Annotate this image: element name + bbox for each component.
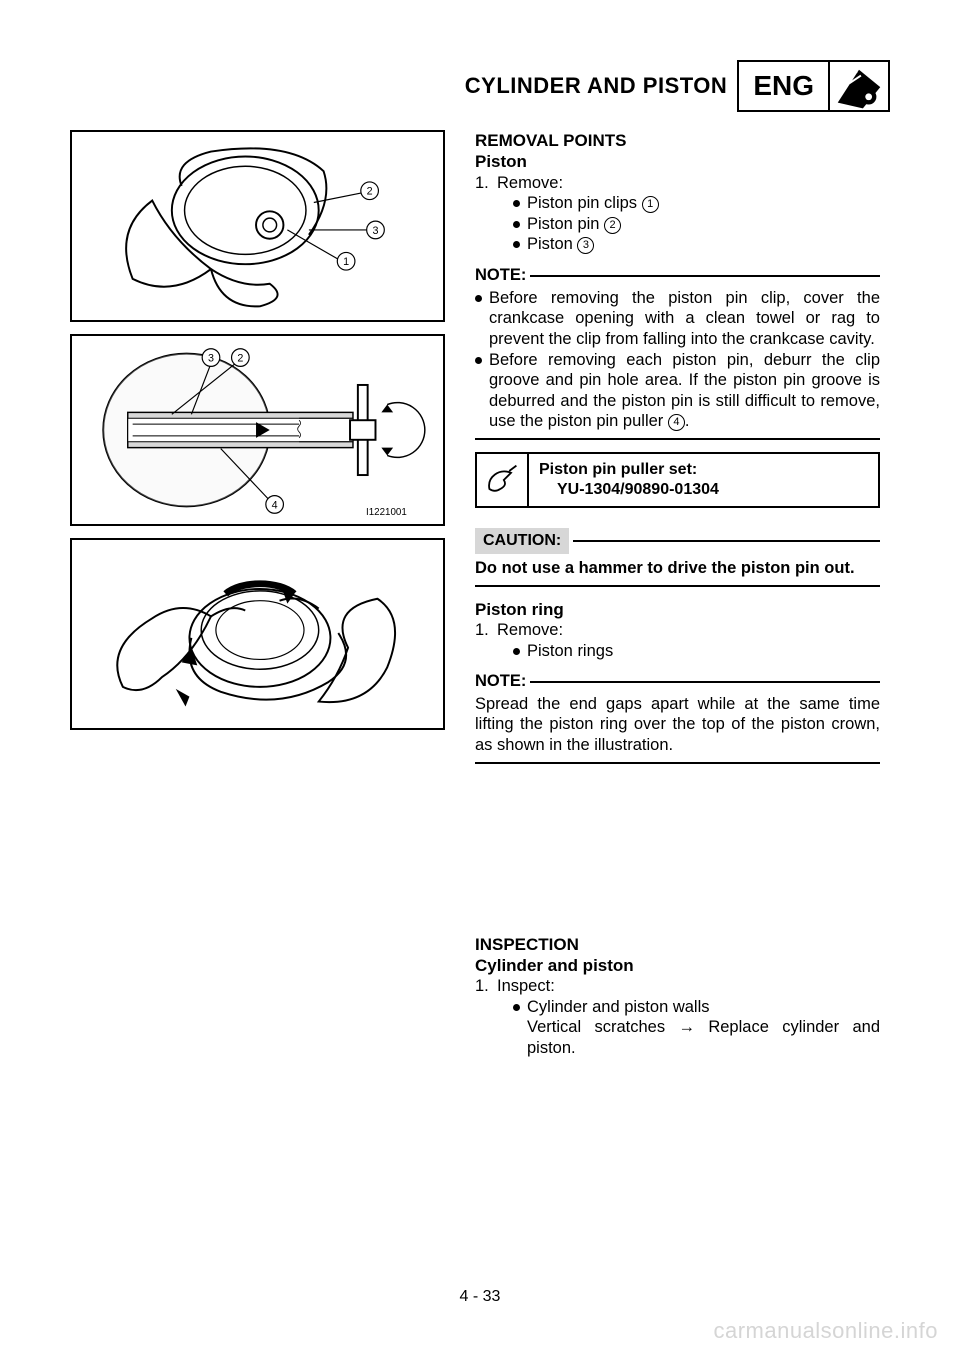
svg-text:3: 3 <box>208 352 214 364</box>
piston-ring-heading: Piston ring <box>475 599 880 620</box>
step-remove: Remove: <box>497 173 880 194</box>
svg-text:1: 1 <box>343 256 349 268</box>
watermark: carmanualsonline.info <box>713 1318 938 1344</box>
note1-list: Before removing the piston pin clip, cov… <box>475 288 880 432</box>
eng-label: ENG <box>739 62 830 110</box>
removal-heading: REMOVAL POINTS <box>475 130 880 151</box>
note-label: NOTE: <box>475 671 526 692</box>
item-pin-clips: Piston pin clips 1 <box>513 193 880 214</box>
removal-steps: Remove: <box>475 173 880 194</box>
piston-ring-steps: Remove: <box>475 620 880 641</box>
item-cyl-walls: Cylinder and piston walls <box>513 997 880 1018</box>
item-piston-pin: Piston pin 2 <box>513 214 880 235</box>
page-title: CYLINDER AND PISTON <box>465 73 728 99</box>
rule-line <box>573 540 880 542</box>
svg-text:3: 3 <box>372 225 378 237</box>
header-row: CYLINDER AND PISTON ENG <box>70 60 890 112</box>
inspection-detail: Vertical scratches → Replace cylinder an… <box>475 1017 880 1058</box>
note2-end-rule <box>475 762 880 764</box>
figures-column: 1 2 3 <box>70 130 445 1059</box>
note2-body: Spread the end gaps apart while at the s… <box>475 694 880 756</box>
rule-line <box>530 681 880 683</box>
inspection-items: Cylinder and piston walls <box>475 997 880 1018</box>
note-label: NOTE: <box>475 265 526 286</box>
removal-items: Piston pin clips 1 Piston pin 2 Piston 3 <box>475 193 880 255</box>
item-piston: Piston 3 <box>513 234 880 255</box>
piston-ring-items: Piston rings <box>475 641 880 662</box>
item-piston-rings: Piston rings <box>513 641 880 662</box>
figure-3 <box>70 538 445 730</box>
piston-subheading: Piston <box>475 151 880 172</box>
note1-header: NOTE: <box>475 265 880 286</box>
inspection-heading: INSPECTION <box>475 934 880 955</box>
tool-line1: Piston pin puller set: <box>539 460 719 480</box>
svg-text:2: 2 <box>237 352 243 364</box>
rule-line <box>530 275 880 277</box>
inspection-steps: Inspect: <box>475 976 880 997</box>
eng-badge: ENG <box>737 60 890 112</box>
figure-code: I1221001 <box>366 507 407 518</box>
step-remove-ring: Remove: <box>497 620 880 641</box>
inspection-block: INSPECTION Cylinder and piston Inspect: … <box>475 934 880 1059</box>
note1-item1: Before removing the piston pin clip, cov… <box>475 288 880 350</box>
tool-line2: YU-1304/90890-01304 <box>539 480 719 500</box>
text-column: REMOVAL POINTS Piston Remove: Piston pin… <box>475 130 880 1059</box>
engine-icon <box>830 62 888 110</box>
inspection-sub: Cylinder and piston <box>475 955 880 976</box>
page-number: 4 - 33 <box>0 1288 960 1306</box>
caution-body: Do not use a hammer to drive the piston … <box>475 558 880 579</box>
caution-label: CAUTION: <box>475 528 569 554</box>
figure-2: 3 2 4 I1221001 <box>70 334 445 526</box>
svg-text:4: 4 <box>272 499 278 511</box>
svg-text:2: 2 <box>367 186 373 198</box>
tool-callout: Piston pin puller set: YU-1304/90890-013… <box>475 452 880 508</box>
note2-header: NOTE: <box>475 671 880 692</box>
page: CYLINDER AND PISTON ENG <box>0 0 960 1358</box>
note1-item2: Before removing each piston pin, deburr … <box>475 350 880 433</box>
tool-text: Piston pin puller set: YU-1304/90890-013… <box>529 454 729 506</box>
content-columns: 1 2 3 <box>70 130 890 1059</box>
step-inspect: Inspect: <box>497 976 880 997</box>
caution-header: CAUTION: <box>475 528 880 554</box>
caution-end-rule <box>475 585 880 587</box>
tool-icon <box>477 454 529 506</box>
figure-1: 1 2 3 <box>70 130 445 322</box>
note1-end-rule <box>475 438 880 440</box>
